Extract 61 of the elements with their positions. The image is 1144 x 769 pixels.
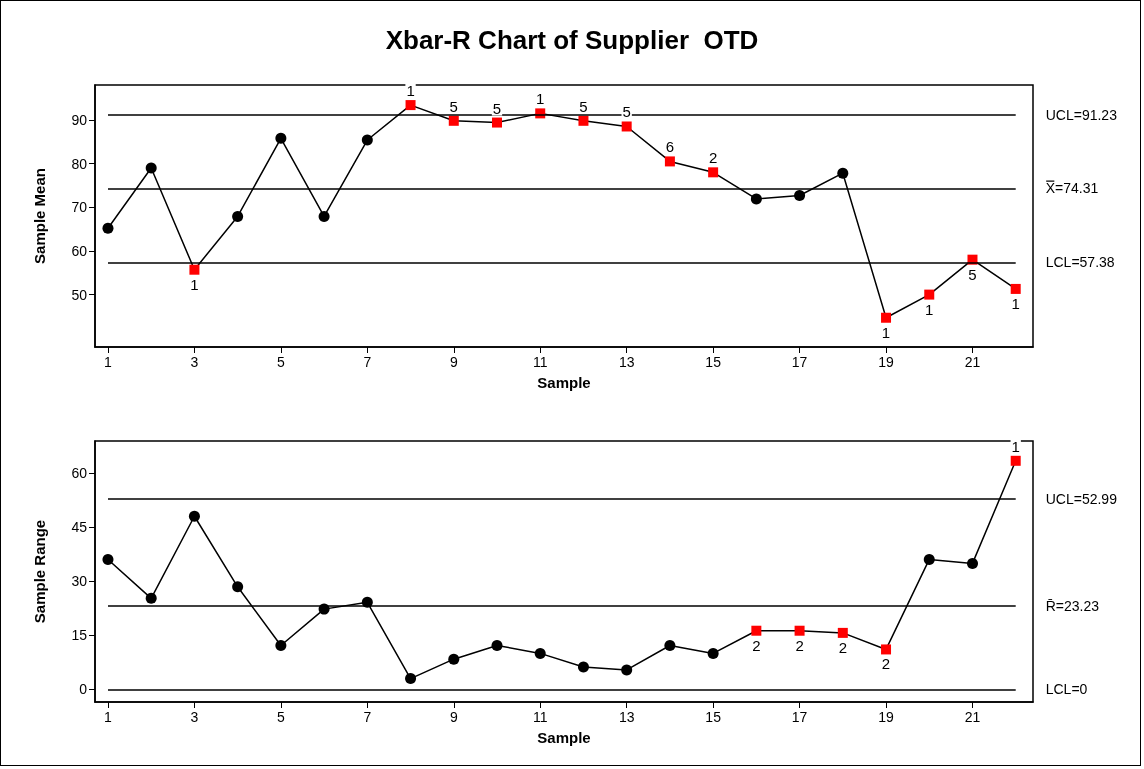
x-tick-label: 7 xyxy=(363,709,372,725)
annotation: 1 xyxy=(406,82,415,100)
x-tick-label: 17 xyxy=(791,354,808,370)
ref-line-label: UCL=91.23 xyxy=(1045,106,1118,123)
x-tick-label: 9 xyxy=(449,354,458,370)
x-tick-label: 17 xyxy=(791,709,808,725)
annotation: 1 xyxy=(1011,294,1020,312)
annotation: 2 xyxy=(752,636,761,654)
annotation: 5 xyxy=(968,265,977,283)
x-tick-label: 3 xyxy=(190,709,199,725)
y-tick-label: 60 xyxy=(71,242,88,259)
x-axis-title: Sample xyxy=(537,374,591,391)
annotation: 5 xyxy=(492,99,502,117)
annotation: 2 xyxy=(838,638,847,656)
y-tick-label: 60 xyxy=(71,465,88,482)
x-tick-label: 11 xyxy=(532,354,548,370)
chart-title: Xbar-R Chart of Supplier OTD xyxy=(385,25,759,55)
x-tick-label: 3 xyxy=(190,354,199,370)
x-tick-label: 11 xyxy=(532,709,548,725)
annotation: 1 xyxy=(1011,437,1020,455)
x-tick-label: 13 xyxy=(618,709,635,725)
annotation: 5 xyxy=(579,97,588,115)
y-tick-label: 0 xyxy=(79,681,88,698)
x-tick-label: 15 xyxy=(705,354,722,370)
annotation: 1 xyxy=(925,300,934,318)
y-tick-label: 80 xyxy=(71,155,88,172)
annotation: 5 xyxy=(622,103,631,121)
annotation: 5 xyxy=(449,97,458,115)
x-tick-label: 21 xyxy=(964,354,981,370)
ref-line-label: LCL=0 xyxy=(1045,681,1088,698)
ref-line-label: X̿=74.31 xyxy=(1045,180,1099,197)
ref-line-label: UCL=52.99 xyxy=(1045,490,1118,507)
x-tick-label: 19 xyxy=(878,354,895,370)
ref-line-label: R̄=23.23 xyxy=(1045,597,1100,614)
annotation: 2 xyxy=(708,149,718,167)
y-tick-label: 45 xyxy=(71,519,88,536)
y-tick-label: 30 xyxy=(71,573,88,590)
annotation: 1 xyxy=(190,275,199,293)
y-axis-title: Sample Mean xyxy=(31,168,48,264)
x-axis-title: Sample xyxy=(537,729,591,746)
ref-line-label: LCL=57.38 xyxy=(1045,254,1115,271)
x-tick-label: 5 xyxy=(276,354,285,370)
x-tick-label: 19 xyxy=(878,709,895,725)
x-tick-label: 1 xyxy=(104,709,113,725)
y-tick-label: 50 xyxy=(71,286,88,303)
annotation: 1 xyxy=(881,323,891,341)
annotation: 1 xyxy=(536,90,545,108)
x-tick-label: 21 xyxy=(964,709,981,725)
y-axis-title: Sample Range xyxy=(31,519,48,624)
x-tick-label: 13 xyxy=(618,354,635,370)
y-tick-label: 90 xyxy=(71,111,88,128)
annotation: 6 xyxy=(665,138,675,156)
y-tick-label: 70 xyxy=(71,199,88,216)
x-tick-label: 15 xyxy=(705,709,722,725)
x-tick-label: 5 xyxy=(276,709,285,725)
x-tick-label: 7 xyxy=(363,354,372,370)
x-tick-label: 1 xyxy=(104,354,113,370)
annotation: 2 xyxy=(795,636,804,654)
y-tick-label: 15 xyxy=(71,627,88,644)
x-tick-label: 9 xyxy=(449,709,458,725)
annotation: 2 xyxy=(881,655,891,673)
